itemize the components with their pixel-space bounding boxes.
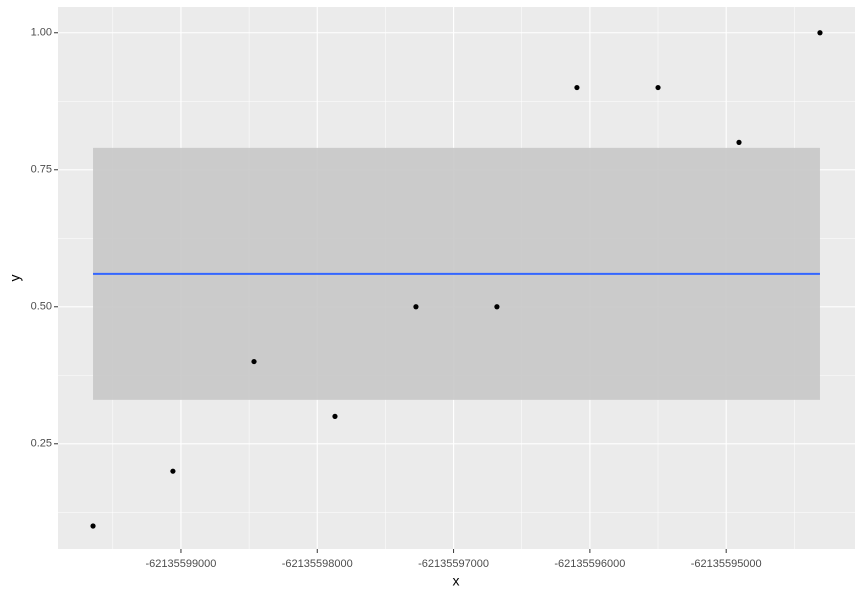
x-tick-label: -62135598000 <box>282 558 353 570</box>
x-tick-label: -62135596000 <box>554 558 625 570</box>
marks <box>90 30 823 529</box>
point <box>170 468 176 474</box>
point <box>332 413 338 419</box>
x-tick-label: -62135599000 <box>145 558 216 570</box>
y-tick-label: 1.00 <box>31 27 52 39</box>
point <box>413 304 419 310</box>
y-tick-label: 0.25 <box>31 438 52 450</box>
x-axis-title: x <box>453 573 460 589</box>
point <box>655 84 661 91</box>
y-tick-label: 0.50 <box>31 301 52 313</box>
point <box>817 30 823 36</box>
x-tick-label: -62135595000 <box>691 558 762 570</box>
point <box>251 358 257 365</box>
point <box>90 523 96 529</box>
point <box>574 84 580 91</box>
y-tick-label: 0.75 <box>31 164 52 176</box>
x-tick-label: -62135597000 <box>418 558 489 570</box>
point <box>494 304 500 310</box>
y-axis-title: y <box>7 275 23 282</box>
point <box>736 139 742 145</box>
